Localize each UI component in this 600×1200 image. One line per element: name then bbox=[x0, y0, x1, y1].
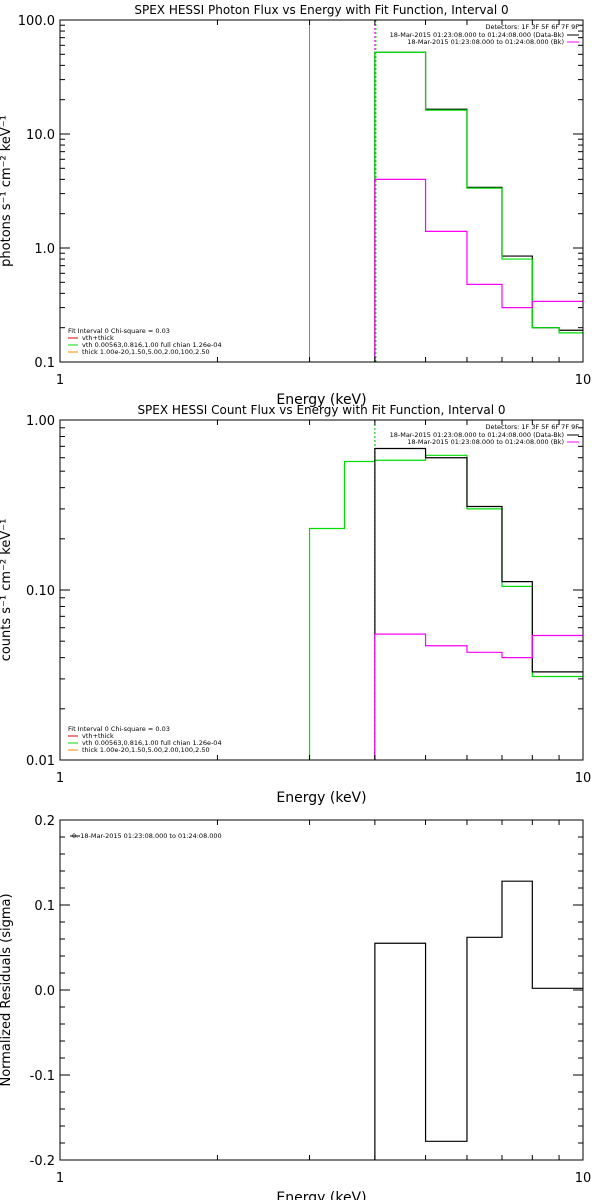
resid-plot-area bbox=[374, 880, 583, 1160]
count-plot-area bbox=[308, 420, 583, 760]
count-panel: 1 10 0.01 0.10 1.00 SPEX HESSI Count Flux vs … bbox=[0, 403, 591, 806]
y-tick-label: 100.0 bbox=[18, 14, 55, 29]
legend-fit-info: Fit Interval 0 Chi-square = 0.03 bbox=[68, 327, 170, 335]
series-0-histogram bbox=[374, 51, 583, 362]
legend-entry: thick 1.00e-20,1.50,5.00,2.00,100,2.50 bbox=[82, 348, 210, 356]
legend-entry: vth+thick bbox=[82, 732, 114, 740]
plot-frame bbox=[59, 819, 584, 1161]
chart-title: SPEX HESSI Photon Flux vs Energy with Fi… bbox=[134, 3, 508, 17]
x-tick-label: 10 bbox=[575, 373, 592, 388]
legend-entry: 18-Mar-2015 01:23:08.000 to 01:24:08.000… bbox=[407, 38, 564, 46]
legend-entry: 18-Mar-2015 01:23:08.000 to 01:24:08.000… bbox=[390, 31, 564, 39]
y-tick-label: 0.10 bbox=[26, 584, 55, 599]
legend-entry: 18-Mar-2015 01:23:08.000 to 01:24:08.000… bbox=[407, 438, 564, 446]
chart-title: SPEX HESSI Count Flux vs Energy with Fit… bbox=[137, 403, 505, 417]
y-tick-label: 0.2 bbox=[34, 814, 55, 829]
x-axis-label: Energy (keV) bbox=[276, 392, 366, 408]
legend-detectors: Detectors: 1F 3F 5F 6F 7F 9F bbox=[485, 423, 579, 431]
y-axis-label: Normalized Residuals (sigma) bbox=[0, 893, 14, 1086]
y-tick-label: -0.1 bbox=[30, 1069, 55, 1084]
x-tick-label: 10 bbox=[575, 771, 592, 786]
series-1-histogram bbox=[374, 51, 583, 362]
x-tick-label: 10 bbox=[575, 1171, 592, 1186]
x-axis-label: Energy (keV) bbox=[276, 1190, 366, 1200]
legend-entry: vth+thick bbox=[82, 334, 114, 342]
legend-entry: 0. 18-Mar-2015 01:23:08.000 to 01:24:08.… bbox=[72, 832, 222, 840]
legend-entry: thick 1.00e-20,1.50,5.00,2.00,100,2.50 bbox=[82, 746, 210, 754]
x-tick-label: 1 bbox=[56, 1171, 64, 1186]
y-tick-label: 10.0 bbox=[26, 128, 55, 143]
y-tick-label: 1.00 bbox=[26, 414, 55, 429]
x-axis-label: Energy (keV) bbox=[276, 790, 366, 806]
photon-panel: 1 10 0.1 1.0 10.0 100.0 SPEX HESSI Photon Flux… bbox=[0, 3, 591, 408]
series-0-histogram bbox=[308, 454, 583, 760]
photon-plot-area bbox=[309, 20, 583, 362]
y-tick-label: 1.0 bbox=[34, 242, 55, 257]
y-tick-label: 0.1 bbox=[34, 356, 55, 371]
legend-entry: 18-Mar-2015 01:23:08.000 to 01:24:08.000… bbox=[390, 431, 564, 439]
series-2-histogram bbox=[374, 178, 583, 362]
legend-fit-info: Fit Interval 0 Chi-square = 0.03 bbox=[68, 725, 170, 733]
series-2-histogram bbox=[374, 633, 583, 760]
plot-frame bbox=[59, 19, 584, 363]
resid-panel: 1 10 -0.2 -0.1 0.0 0.1 0.2 Energy (keV) Normaliz… bbox=[0, 814, 591, 1200]
y-axis-label: photons s⁻¹ cm⁻² keV⁻¹ bbox=[0, 115, 14, 267]
series-0-histogram bbox=[374, 880, 583, 1160]
y-tick-label: 0.01 bbox=[26, 754, 55, 769]
legend-entry: vth 0.00563,0.816,1.00 full chian 1.26e-… bbox=[82, 739, 222, 747]
series-1-histogram bbox=[374, 447, 583, 760]
y-tick-label: 0.1 bbox=[34, 899, 55, 914]
legend-detectors: Detectors: 1F 3F 5F 6F 7F 9F bbox=[485, 23, 579, 31]
y-tick-label: -0.2 bbox=[30, 1154, 55, 1169]
x-tick-label: 1 bbox=[56, 373, 64, 388]
y-axis-label: counts s⁻¹ cm⁻² keV⁻¹ bbox=[0, 519, 14, 662]
legend-entry: vth 0.00563,0.816,1.00 full chian 1.26e-… bbox=[82, 341, 222, 349]
y-tick-label: 0.0 bbox=[34, 984, 55, 999]
plot-frame bbox=[59, 419, 584, 761]
x-tick-label: 1 bbox=[56, 771, 64, 786]
